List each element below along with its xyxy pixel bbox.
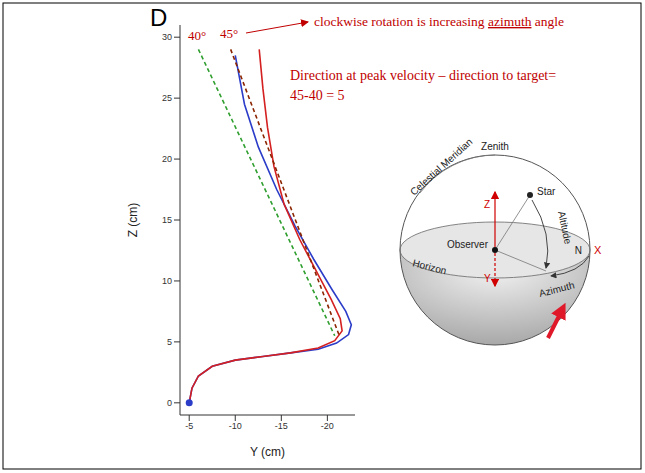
svg-text:-5: -5 — [185, 421, 193, 431]
svg-text:5: 5 — [167, 337, 172, 347]
svg-text:25: 25 — [162, 93, 172, 103]
svg-text:Celestial Meridian: Celestial Meridian — [408, 136, 474, 197]
svg-text:15: 15 — [162, 215, 172, 225]
svg-text:40°: 40° — [188, 28, 206, 43]
svg-text:45°: 45° — [220, 26, 238, 41]
svg-text:Azimuth: Azimuth — [538, 280, 576, 299]
svg-text:20: 20 — [162, 154, 172, 164]
svg-text:Direction at peak velocity – d: Direction at peak velocity – direction t… — [290, 68, 556, 83]
svg-text:0: 0 — [167, 398, 172, 408]
svg-text:10: 10 — [162, 276, 172, 286]
svg-text:Observer: Observer — [447, 239, 489, 250]
svg-text:Z (cm): Z (cm) — [126, 203, 140, 238]
svg-text:clockwise rotation is increasi: clockwise rotation is increasing azimuth… — [314, 14, 564, 29]
svg-text:45-40 = 5: 45-40 = 5 — [290, 88, 345, 103]
svg-text:Y: Y — [484, 273, 491, 284]
svg-text:Y (cm): Y (cm) — [250, 445, 285, 459]
svg-text:Z: Z — [484, 199, 490, 210]
svg-text:X: X — [594, 244, 602, 256]
svg-text:Zenith: Zenith — [481, 141, 509, 152]
svg-text:D: D — [150, 4, 167, 31]
svg-text:-10: -10 — [229, 421, 242, 431]
svg-text:-20: -20 — [321, 421, 334, 431]
svg-text:Altitude: Altitude — [556, 210, 574, 245]
svg-text:Star: Star — [537, 186, 556, 197]
svg-text:30: 30 — [162, 32, 172, 42]
svg-text:Horizon: Horizon — [412, 257, 448, 276]
svg-text:N: N — [575, 245, 582, 256]
svg-text:-15: -15 — [275, 421, 288, 431]
